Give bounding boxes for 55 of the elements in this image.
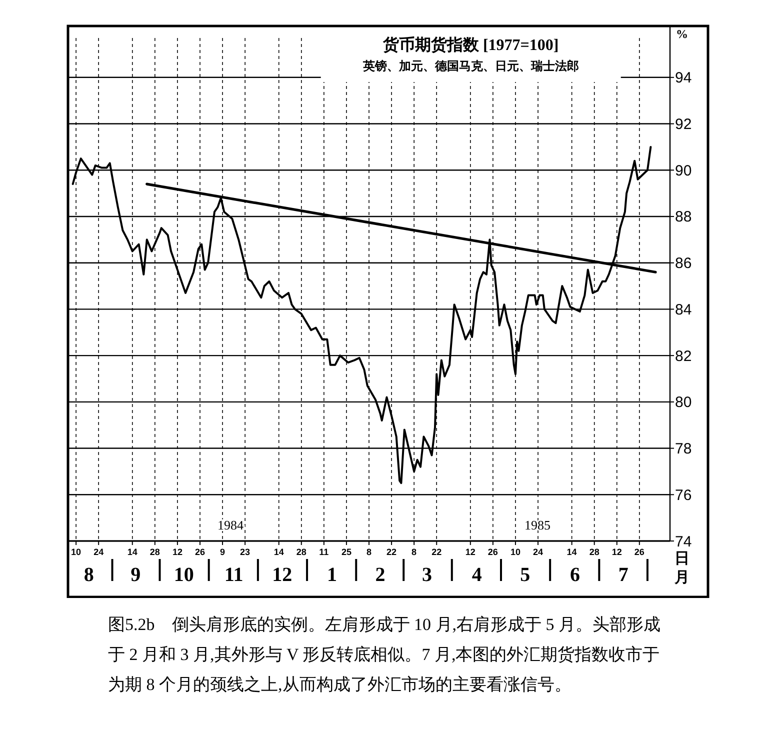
x-tick-label: 11	[319, 547, 329, 557]
x-tick-label: 26	[488, 547, 498, 557]
y-tick-label: 74	[675, 533, 692, 550]
x2-tick-label: 6	[570, 564, 580, 586]
annotation: 1985	[524, 518, 551, 533]
x2-tick-label: 3	[422, 564, 432, 586]
x2-tick-label: 1	[326, 564, 337, 586]
y-tick-label: 88	[675, 208, 692, 226]
x2-tick-label: 4	[472, 564, 482, 586]
y-tick-label: 82	[675, 348, 692, 365]
x2-tick-label: 10	[174, 564, 194, 586]
x-tick-label: 10	[510, 547, 520, 557]
y-tick-label: 94	[675, 70, 692, 87]
x-tick-label: 23	[240, 547, 250, 557]
y-tick-label: 86	[675, 255, 692, 272]
x-tick-label: 12	[612, 547, 622, 557]
y-tick-label: 92	[675, 116, 692, 134]
x2-tick-label: 12	[272, 564, 292, 586]
x-tick-label: 10	[71, 547, 82, 557]
x-tick-label: 26	[634, 547, 644, 557]
x2-tick-label: 7	[618, 564, 628, 586]
x-tick-label: 25	[341, 547, 352, 557]
text: 英镑、加元、德国马克、日元、瑞士法郎	[362, 59, 579, 73]
annotation: 1984	[218, 518, 244, 533]
x-tick-label: 8	[366, 547, 372, 557]
x-tick-label: 12	[172, 547, 182, 557]
x-tick-label: 14	[274, 547, 284, 557]
chart-title: 货币期货指数 [1977=100]	[382, 36, 559, 54]
x-axis-title: 日	[674, 551, 690, 567]
x-tick-label: 22	[432, 547, 442, 557]
y-tick-label: 84	[675, 301, 692, 318]
x2-tick-label: 5	[520, 564, 530, 586]
y-tick-label: 76	[675, 486, 692, 504]
x-tick-label: 28	[296, 547, 306, 557]
x2-tick-label: 2	[375, 564, 386, 586]
x-tick-label: 24	[533, 547, 544, 557]
x-tick-label: 26	[194, 547, 205, 557]
x-tick-label: 22	[386, 547, 397, 557]
x-tick-label: 14	[127, 547, 138, 557]
x-tick-label: 28	[150, 547, 160, 557]
x2-tick-label: 11	[224, 564, 244, 586]
x2-tick-label: 9	[130, 564, 141, 586]
x-tick-label: 12	[465, 547, 476, 557]
x-tick-label: 24	[94, 547, 104, 557]
y-tick-label: 80	[675, 394, 692, 412]
x2-axis-title: 月	[674, 570, 690, 586]
x2-tick-label: 8	[84, 564, 94, 586]
x-tick-label: 28	[589, 547, 600, 557]
y-axis-title: %	[676, 27, 688, 41]
caption: 图5.2b 倒头肩形底的实例。左肩形成于 10 月,右肩形成于 5 月。头部形成于 2 月和 3 月,其外形与 V 形反转底相似。7 月,本图的外汇期货指数收市于为期 8 个月的颈线之上,从而构成了外汇市场的主要看涨信号。	[108, 614, 662, 696]
x-tick-label: 14	[566, 547, 577, 557]
x-tick-label: 9	[220, 547, 226, 557]
y-tick-label: 90	[675, 162, 692, 180]
x-tick-label: 8	[412, 547, 417, 557]
y-tick-label: 78	[675, 440, 692, 458]
